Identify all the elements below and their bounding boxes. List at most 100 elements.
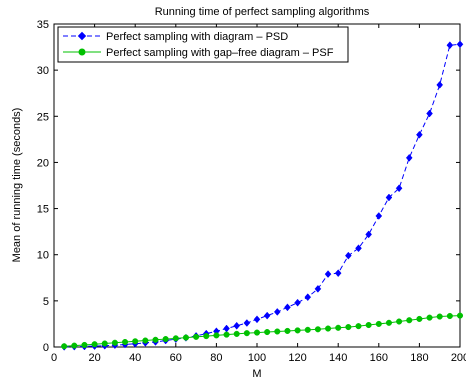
psf-data-point <box>446 312 453 320</box>
psd-data-point <box>375 212 383 220</box>
psf-data-point <box>294 327 301 334</box>
x-tick-label: 100 <box>248 352 266 364</box>
psd-data-point <box>365 230 372 239</box>
psf-data-point <box>81 341 88 349</box>
psd-data-point <box>436 81 444 89</box>
chart-title: Running time of perfect sampling algorit… <box>155 6 370 18</box>
x-tick-label: 60 <box>170 352 182 364</box>
x-tick-label: 40 <box>129 352 141 364</box>
psd-data-point <box>355 244 362 253</box>
psd-data-point <box>314 284 322 293</box>
psf-data-point <box>193 333 200 340</box>
psf-data-point <box>436 313 443 320</box>
psd-data-point <box>395 184 403 193</box>
psf-data-point <box>253 329 261 336</box>
psf-data-point <box>416 315 423 322</box>
psd-data-point <box>446 41 454 50</box>
psf-data-point <box>365 321 372 329</box>
psf-data-point <box>345 324 352 331</box>
psf-data-point <box>152 336 159 343</box>
psf-data-point <box>101 340 108 347</box>
psf-data-point <box>314 326 321 333</box>
x-tick-label: 120 <box>288 352 306 364</box>
x-tick-label: 160 <box>370 352 388 364</box>
psf-data-point <box>456 312 464 319</box>
y-tick-label: 25 <box>37 111 49 123</box>
y-tick-label: 0 <box>43 342 49 354</box>
psf-data-point <box>223 331 230 338</box>
legend-entry-psd: Perfect sampling with diagram – PSD <box>63 31 288 43</box>
x-tick-label: 80 <box>210 352 222 364</box>
legend-psd-label: Perfect sampling with diagram – PSD <box>106 31 288 43</box>
psf-data-point <box>213 332 220 339</box>
plot-area <box>53 23 461 348</box>
legend-box <box>57 26 349 63</box>
psd-data-point <box>294 298 301 307</box>
psf-data-point <box>375 320 382 327</box>
y-axis-title: Mean of running time (seconds) <box>11 108 23 263</box>
psf-data-point <box>243 330 250 337</box>
legend-psf-label: Perfect sampling with gap–free diagram –… <box>106 47 334 59</box>
psf-data-point <box>111 339 118 346</box>
psf-data-point <box>122 338 129 346</box>
psd-data-point <box>456 40 464 49</box>
psf-data-point <box>325 325 332 332</box>
psd-data-point <box>273 308 281 316</box>
psd-data-point <box>426 109 433 118</box>
psf-data-point <box>426 314 433 321</box>
psd-data-point <box>243 319 251 327</box>
y-axis: 0 5 10 15 20 25 30 35 <box>37 19 460 354</box>
psd-data-point <box>385 193 393 202</box>
psf-data-point <box>406 317 413 324</box>
psf-series-line <box>64 315 461 347</box>
psd-data-point <box>334 269 342 278</box>
psf-data-point <box>385 319 393 326</box>
psd-data-point <box>345 251 352 260</box>
psf-data-point <box>274 328 281 335</box>
x-tick-label: 0 <box>51 352 57 364</box>
psd-data-point <box>253 315 261 324</box>
psd-data-point <box>284 303 291 312</box>
psd-data-point <box>405 153 413 162</box>
psf-data-point <box>162 336 169 343</box>
psf-data-point <box>233 330 240 337</box>
x-tick-label: 20 <box>88 352 100 364</box>
psd-data-point <box>263 311 271 320</box>
legend-psf-marker <box>78 48 86 56</box>
psf-data-point <box>182 334 189 341</box>
psf-data-point <box>284 327 291 334</box>
psd-data-point <box>324 270 332 278</box>
y-tick-label: 10 <box>37 250 49 262</box>
psf-data-point <box>304 326 311 333</box>
x-axis-title: M <box>252 368 261 380</box>
psf-data-point <box>203 333 210 340</box>
legend-entry-psf: Perfect sampling with gap–free diagram –… <box>63 47 334 59</box>
psf-data-point <box>172 335 179 342</box>
x-tick-label: 180 <box>410 352 428 364</box>
psd-data-point <box>416 130 423 139</box>
y-tick-label: 30 <box>37 65 49 77</box>
psf-data-point <box>61 343 68 350</box>
psf-data-point <box>264 328 271 336</box>
x-tick-label: 140 <box>329 352 347 364</box>
plot-frame <box>53 23 461 348</box>
legend: Perfect sampling with diagram – PSD Perf… <box>57 26 349 63</box>
psf-data-point <box>355 323 362 330</box>
psf-data-point <box>142 337 149 344</box>
legend-psd-marker <box>77 31 87 41</box>
psd-data-point <box>233 321 241 330</box>
psf-data-point <box>396 318 403 325</box>
psd-series-line <box>64 43 461 348</box>
psf-data-point <box>71 342 78 349</box>
y-tick-label: 20 <box>37 157 49 169</box>
series-layer <box>60 40 464 351</box>
y-tick-label: 15 <box>37 204 49 216</box>
x-axis: 0 20 40 60 80 100 120 140 160 180 200 <box>51 24 466 364</box>
psf-data-point <box>91 341 98 348</box>
psf-data-point <box>132 338 139 345</box>
psf-data-point <box>335 324 342 331</box>
psd-data-point <box>304 293 312 302</box>
x-tick-label: 200 <box>451 352 466 364</box>
y-tick-label: 5 <box>43 296 49 308</box>
